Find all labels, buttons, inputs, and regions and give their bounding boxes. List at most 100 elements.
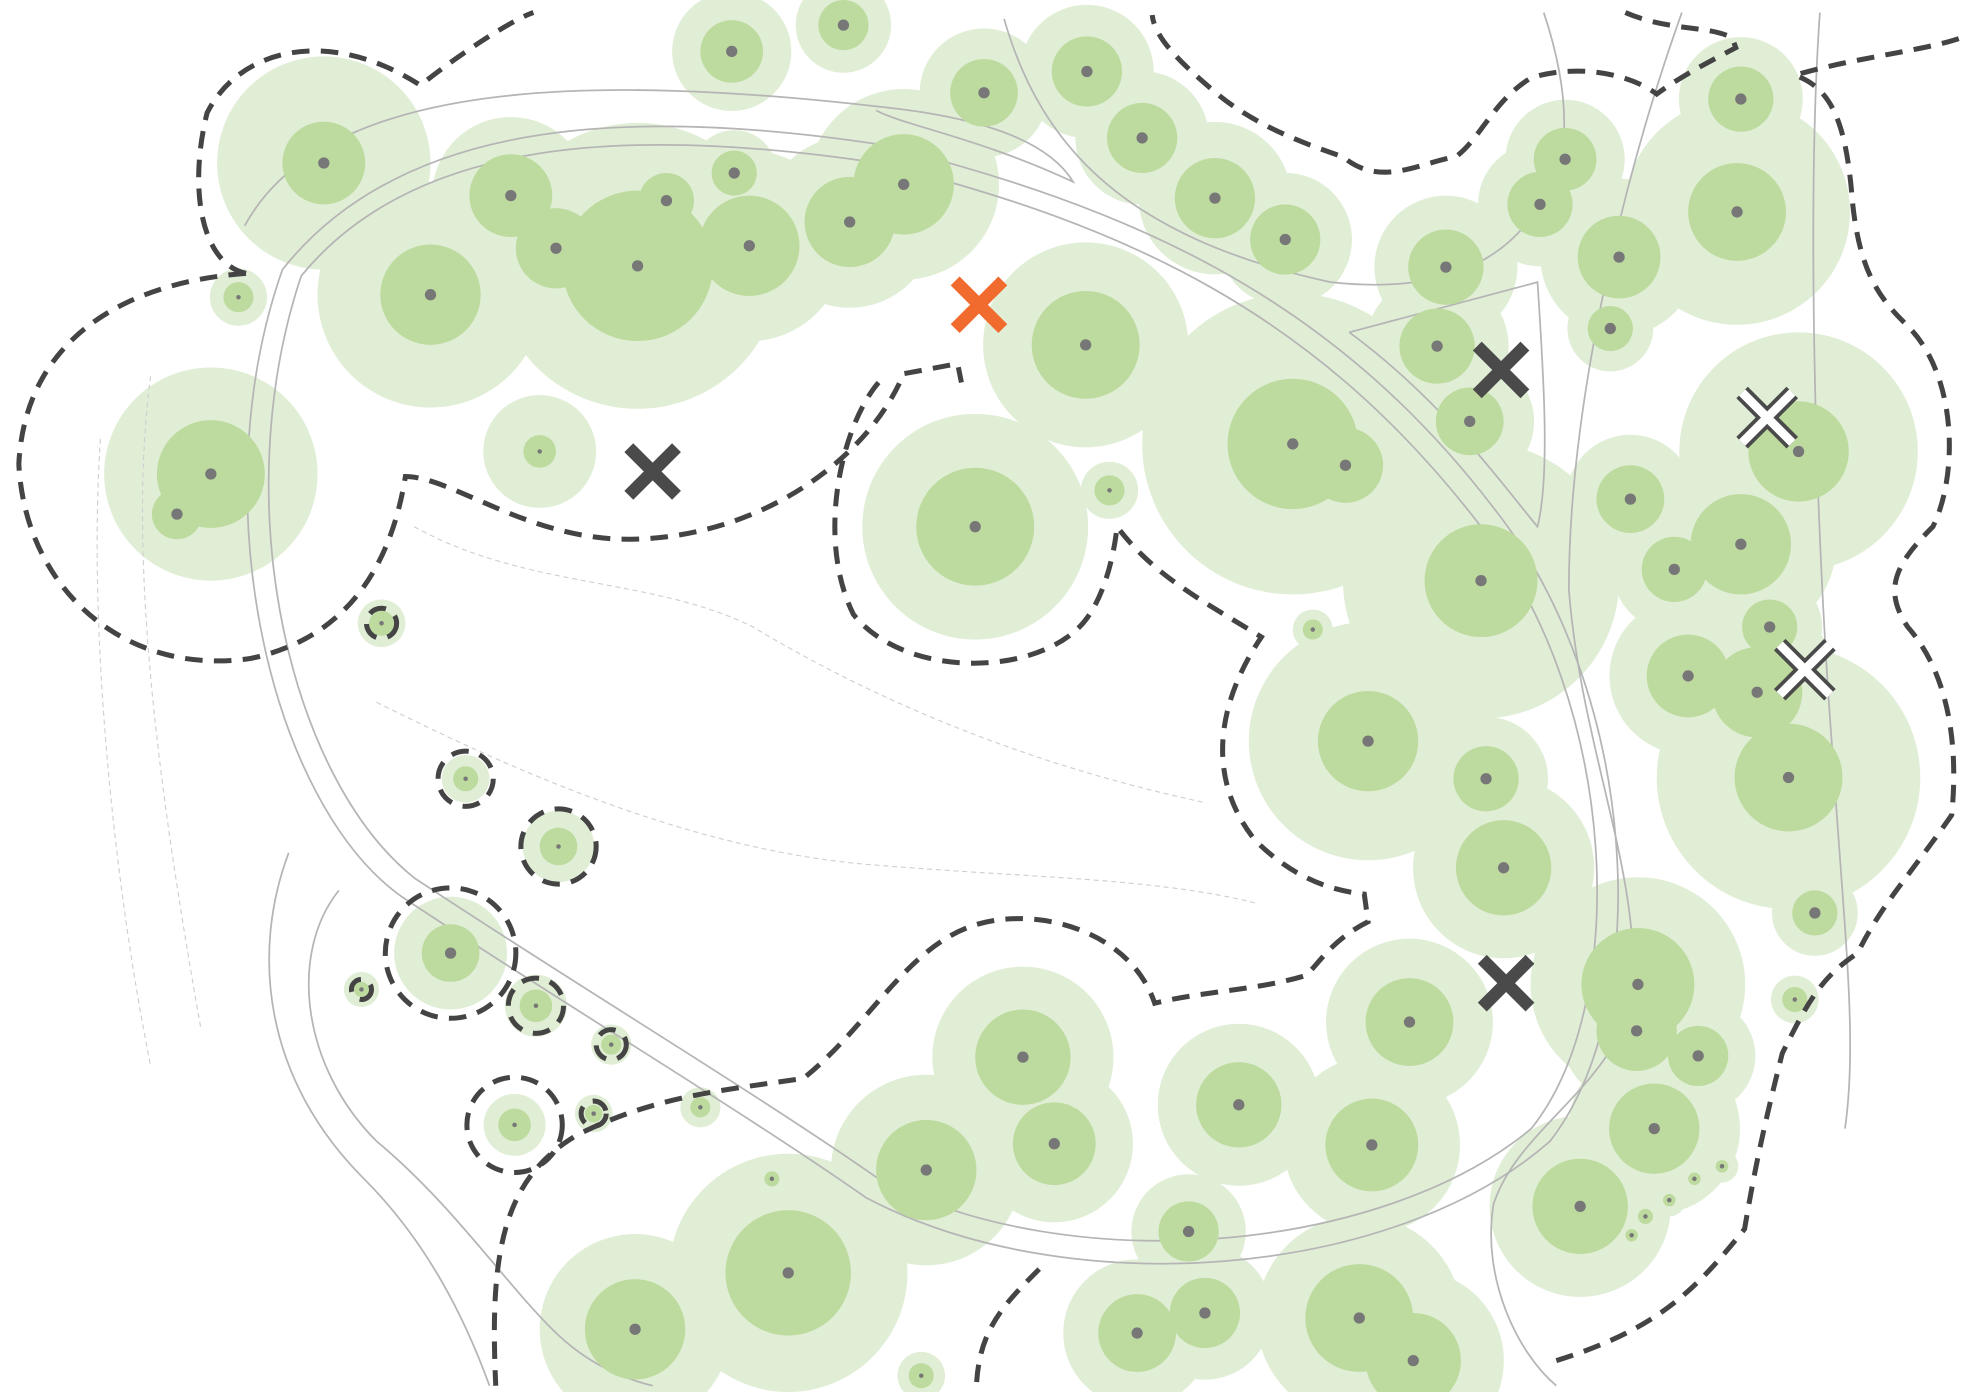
tree-trunk: [379, 621, 384, 626]
tree-trunk: [1287, 438, 1299, 450]
tree-trunk: [1613, 251, 1625, 263]
boundary: [464, 1074, 565, 1176]
tree-trunk: [236, 294, 241, 300]
boundary: [973, 1267, 1041, 1386]
tree-trunk: [726, 45, 738, 58]
proposed-mark: [1776, 641, 1834, 698]
tree-trunk: [1366, 1139, 1378, 1151]
tree-trunk: [1131, 1327, 1143, 1339]
tree-trunk: [1559, 153, 1571, 165]
boundary: [593, 1027, 629, 1063]
tree-removal-mark: [1472, 341, 1530, 399]
tree-trunk: [1632, 978, 1644, 991]
tree-trunk: [1017, 1051, 1029, 1063]
contour: [376, 701, 1256, 904]
tree-trunk: [424, 289, 437, 301]
tree-trunk: [1431, 340, 1443, 352]
tree-trunk: [1731, 206, 1743, 218]
tree-removal-mark: [624, 443, 681, 500]
contour: [141, 376, 202, 1029]
boundary: [491, 380, 1371, 1386]
tree-trunk: [1751, 686, 1763, 698]
tree-trunk: [463, 776, 468, 782]
tree-trunk: [1792, 445, 1805, 458]
tree-trunk: [844, 216, 856, 228]
tree-trunk: [743, 240, 755, 252]
tree-trunk: [1107, 488, 1112, 493]
highlight-mark: [950, 276, 1008, 333]
boundaries: [16, 10, 1968, 1386]
tree-trunk: [550, 242, 562, 254]
tree-canopy: [1365, 1313, 1461, 1392]
tree-trunk: [537, 449, 542, 454]
boundary: [196, 10, 535, 276]
tree-trunk: [1604, 322, 1616, 335]
tree-trunk: [1764, 621, 1776, 633]
tree-trunk: [608, 1042, 614, 1047]
tree-trunk: [1199, 1307, 1211, 1319]
boundary: [505, 975, 567, 1036]
tree-trunk: [918, 1373, 924, 1378]
tree-trunk: [1279, 233, 1291, 246]
tree-trunk: [1081, 65, 1093, 78]
tree-trunk: [978, 87, 990, 99]
tree-trunk: [1574, 1200, 1586, 1213]
path: [307, 889, 653, 1387]
boundary: [348, 976, 375, 1002]
tree-trunk: [782, 1267, 794, 1279]
tree-trunk: [1667, 1197, 1672, 1203]
tree-trunk: [1182, 1225, 1195, 1238]
tree-trunk: [1407, 1355, 1419, 1367]
tree-trunk: [1080, 339, 1092, 351]
tree-trunk: [1209, 192, 1221, 204]
tree-trunk: [698, 1105, 703, 1110]
proposed-mark: [1738, 389, 1796, 446]
tree-trunk: [920, 1164, 932, 1176]
boundary: [578, 1098, 609, 1129]
tree-trunk: [898, 178, 910, 190]
tree-trunk: [1475, 574, 1487, 587]
tree-trunk: [556, 844, 561, 849]
tree-trunk: [171, 508, 183, 520]
tree-trunk: [533, 1003, 539, 1009]
boundary: [518, 806, 599, 887]
tree-trunk: [205, 468, 217, 480]
tree-trunk: [1403, 1016, 1416, 1028]
path: [1812, 12, 1852, 1129]
tree-trunk: [1631, 1025, 1643, 1037]
tree-trunk: [1353, 1312, 1365, 1324]
tree-trunk: [1792, 997, 1798, 1002]
tree-trunk: [444, 947, 457, 959]
tree-trunk: [591, 1111, 596, 1116]
tree-trunk: [769, 1176, 775, 1182]
path: [268, 852, 491, 1387]
boundary: [363, 605, 400, 641]
tree-trunk: [660, 195, 673, 207]
tree-trunk: [359, 987, 364, 992]
markers: [624, 276, 1836, 1012]
tree-trunk: [1339, 459, 1352, 471]
tree-trunk: [1643, 1214, 1648, 1219]
path: [1003, 12, 1566, 286]
path: [1348, 281, 1546, 529]
contour: [413, 526, 1206, 804]
tree-trunk: [1440, 261, 1452, 273]
tree-trunk: [728, 167, 740, 179]
boundary: [1555, 32, 1968, 1364]
tree-trunk: [1464, 415, 1476, 428]
boundary: [1149, 10, 1739, 175]
tree-trunk: [969, 521, 981, 533]
tree-trunk: [1048, 1138, 1060, 1150]
tree-trunk: [1668, 563, 1680, 575]
tree-trunk: [1480, 773, 1492, 785]
tree-trunk: [1233, 1099, 1245, 1111]
tree-trunk: [1648, 1123, 1660, 1135]
tree-trunk: [1534, 198, 1546, 211]
tree-canopies: [151, 0, 1849, 1392]
tree-trunk: [1629, 1232, 1634, 1238]
tree-trunk: [1692, 1176, 1697, 1182]
tree-trunk: [1809, 907, 1821, 919]
tree-trunk: [629, 1323, 641, 1335]
